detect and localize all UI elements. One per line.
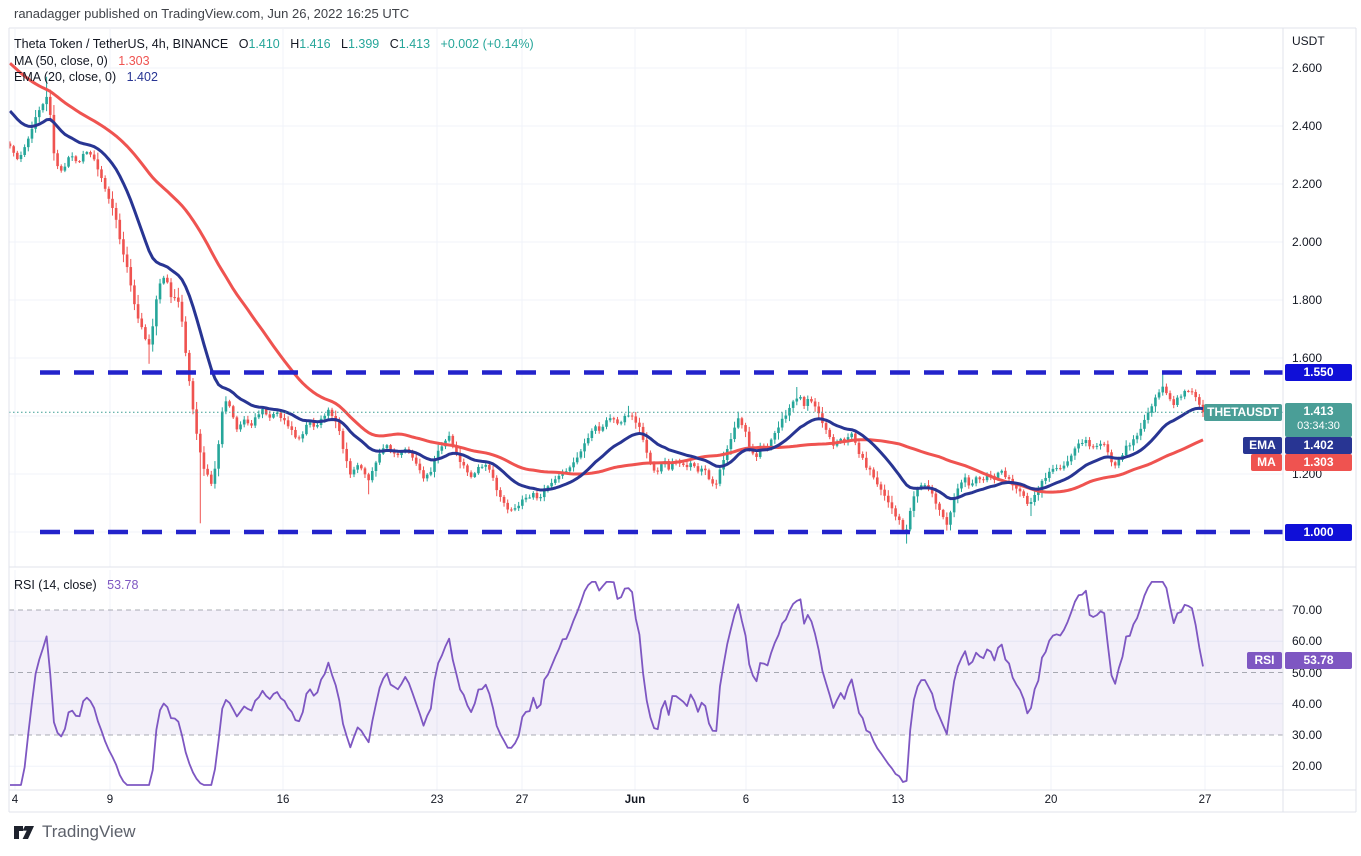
time-tick-label: 23 <box>430 794 444 806</box>
price-tick-label: 2.200 <box>1292 177 1323 191</box>
rsi-label: RSI (14, close) <box>14 578 97 592</box>
rsi-value: 53.78 <box>107 578 139 592</box>
ma-badge-label: MA <box>1251 453 1282 471</box>
ohlc-high-label: H <box>290 37 300 51</box>
ma-legend-row[interactable]: MA (50, close, 0) 1.303 <box>14 54 150 68</box>
time-tick-label: Jun <box>624 794 646 806</box>
time-tick-label: 27 <box>515 794 529 806</box>
time-tick-label: 27 <box>1198 794 1212 806</box>
time-tick-label: 9 <box>106 794 114 806</box>
rsi-tick-label: 20.00 <box>1292 759 1323 774</box>
time-tick-label: 16 <box>276 794 290 806</box>
tradingview-logo-icon <box>14 826 34 839</box>
rsi-legend-row[interactable]: RSI (14, close) 53.78 <box>14 578 138 592</box>
change-value: +0.002 (+0.14%) <box>440 37 534 51</box>
ohlc-high-value: 1.416 <box>299 37 331 51</box>
symbol-title: Theta Token / TetherUS, 4h, BINANCE <box>14 37 229 51</box>
rsi-tick-label: 40.00 <box>1292 696 1323 711</box>
symbol-legend-row[interactable]: Theta Token / TetherUS, 4h, BINANCE O1.4… <box>14 37 534 51</box>
price-tick-label: 1.800 <box>1292 293 1323 307</box>
price-tick-label: 1.600 <box>1292 351 1323 365</box>
rsi-pane[interactable] <box>9 570 1283 790</box>
price-pane[interactable] <box>9 28 1283 567</box>
time-tick-label: 13 <box>891 794 905 806</box>
last-price-badge: 1.413 03:34:30 <box>1285 403 1352 438</box>
symbol-name-badge: THETAUSDT <box>1204 403 1282 421</box>
tradingview-watermark[interactable]: TradingView <box>13 821 136 843</box>
price-tick-label: 2.000 <box>1292 235 1323 249</box>
rsi-badge-value: 53.78 <box>1285 652 1352 670</box>
price-tick-label: 2.400 <box>1292 119 1323 133</box>
rsi-tick-label: 60.00 <box>1292 634 1323 649</box>
ema-label: EMA (20, close, 0) <box>14 70 117 84</box>
ohlc-close-value: 1.413 <box>398 37 431 51</box>
price-tick-label: 2.600 <box>1292 61 1323 75</box>
rsi-tick-label: 30.00 <box>1292 728 1323 742</box>
last-price-value: 1.413 <box>1303 404 1334 419</box>
time-tick-label: 4 <box>11 794 19 806</box>
ohlc-low-value: 1.399 <box>347 37 380 51</box>
ohlc-open-value: 1.410 <box>248 37 280 51</box>
resistance-price-badge: 1.550 <box>1285 364 1352 381</box>
ema-badge-value: 1.402 <box>1285 436 1352 454</box>
ma-badge-value: 1.303 <box>1285 453 1352 471</box>
ohlc-low-label: L <box>341 37 348 51</box>
support-price-badge: 1.000 <box>1285 523 1352 541</box>
ema-value: 1.402 <box>126 70 158 84</box>
price-axis-currency-label: USDT <box>1292 34 1325 48</box>
ema-badge-label: EMA <box>1243 436 1282 454</box>
ohlc-open-label: O <box>238 37 249 51</box>
ohlc-close-label: C <box>389 37 399 51</box>
rsi-badge-label: RSI <box>1247 652 1282 670</box>
publisher-line: ranadagger published on TradingView.com,… <box>14 6 410 21</box>
ema-legend-row[interactable]: EMA (20, close, 0) 1.402 <box>14 70 158 84</box>
rsi-tick-label: 70.00 <box>1292 603 1323 617</box>
tradingview-watermark-text: TradingView <box>42 822 136 841</box>
time-scale[interactable] <box>9 790 1283 812</box>
bar-countdown: 03:34:30 <box>1297 420 1340 433</box>
time-tick-label: 6 <box>742 794 750 806</box>
time-tick-label: 20 <box>1044 794 1058 806</box>
ma-value: 1.303 <box>118 54 150 68</box>
ma-label: MA (50, close, 0) <box>14 54 108 68</box>
